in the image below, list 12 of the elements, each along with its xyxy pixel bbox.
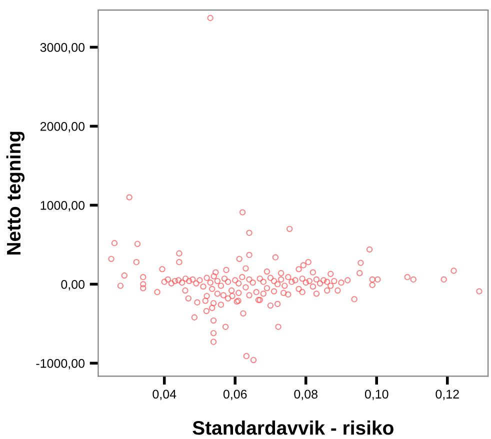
y-tick-label: -1000,00	[36, 358, 85, 370]
x-tick-label: 0,12	[436, 390, 459, 400]
x-tick-label: 0,06	[223, 390, 247, 400]
y-tick-label: 0,00	[61, 280, 85, 290]
y-axis-title: Netto tegning	[6, 132, 25, 254]
x-tick-label: 0,04	[152, 390, 176, 400]
x-axis-title: Standardavvik - risiko	[192, 420, 394, 435]
y-tick-label: 3000,00	[40, 43, 85, 54]
y-tick-label: 2000,00	[40, 122, 85, 132]
x-tick-label: 0,10	[364, 390, 388, 400]
x-tick-label: 0,08	[294, 390, 318, 400]
y-tick-label: 1000,00	[40, 201, 85, 212]
